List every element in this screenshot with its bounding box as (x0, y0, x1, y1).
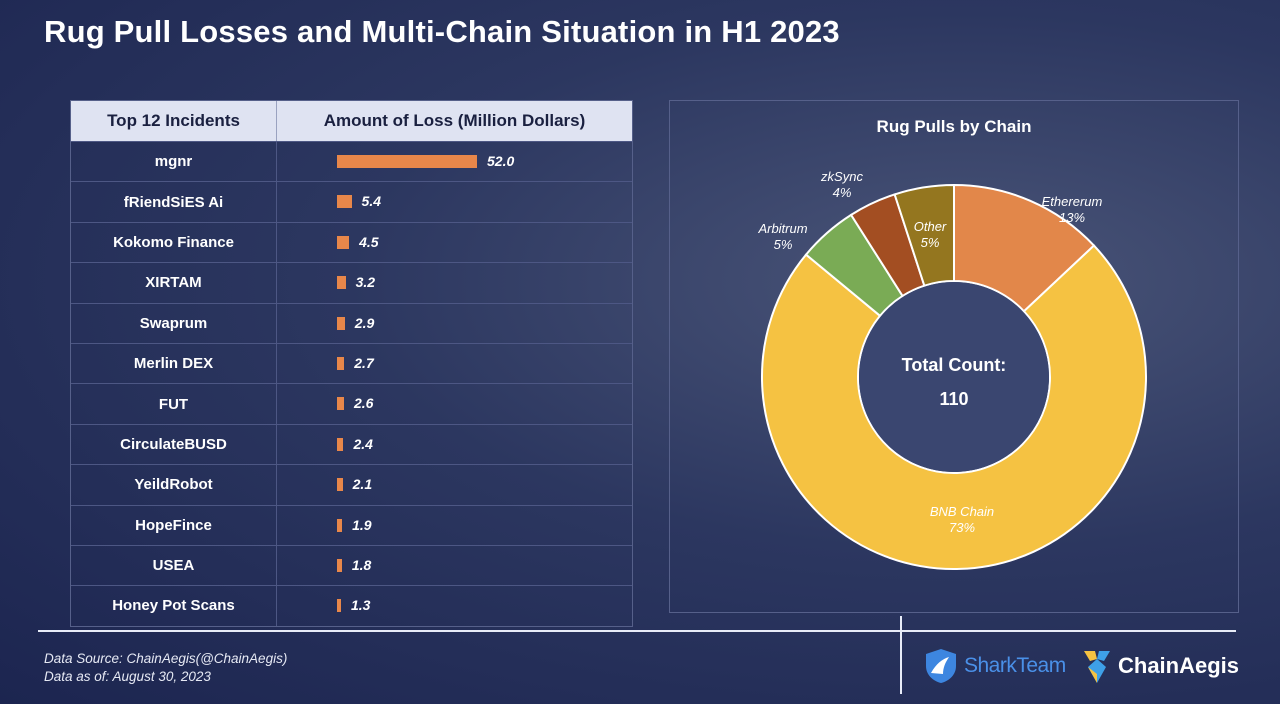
loss-cell: 2.1 (277, 465, 632, 504)
loss-cell: 52.0 (277, 142, 632, 181)
loss-cell: 3.2 (277, 263, 632, 302)
footer-vertical-divider (900, 616, 902, 694)
loss-bar (337, 356, 345, 370)
donut-slice (893, 183, 955, 287)
donut-hole (859, 282, 1049, 472)
slice-label: Arbitrum 5% (757, 221, 807, 252)
table-row: Kokomo Finance 4.5 (71, 221, 632, 263)
donut-slice (761, 244, 1147, 570)
table-row: XIRTAM 3.2 (71, 262, 632, 303)
table-row: USEA 1.8 (71, 544, 632, 586)
center-value: 110 (939, 389, 968, 409)
chainaegis-icon (1084, 651, 1110, 683)
loss-value-label: 1.3 (351, 597, 371, 614)
table-header: Top 12 Incidents Amount of Loss (Million… (71, 101, 632, 141)
incidents-table: Top 12 Incidents Amount of Loss (Million… (70, 100, 633, 627)
chainaegis-text: ChainAegis (1118, 653, 1240, 678)
incident-name: CirculateBUSD (71, 424, 277, 465)
table-row: Merlin DEX 2.7 (71, 342, 632, 384)
loss-value-label: 2.1 (352, 476, 373, 493)
table-body: mgnr 52.0 fRiendSiES Ai 5.4 Kokomo Finance 4.… (71, 141, 632, 626)
header-loss: Amount of Loss (Million Dollars) (323, 111, 586, 130)
loss-value-label: 52.0 (487, 153, 515, 169)
loss-bar (337, 478, 343, 492)
loss-cell: 2.7 (277, 344, 632, 383)
loss-value-label: 3.2 (355, 274, 376, 291)
incident-name: USEA (71, 545, 277, 586)
table-row: mgnr 52.0 (71, 141, 632, 182)
table-row: YeildRobot 2.1 (71, 464, 632, 505)
slice-label: zkSync 4% (820, 169, 863, 200)
table-row: FUT 2.6 (71, 383, 632, 424)
loss-bar (337, 276, 346, 290)
donut-panel: Rug Pulls by Chain Ethererum 13% BNB Chain… (669, 100, 1239, 613)
loss-bar (337, 437, 344, 451)
loss-value-label: 1.8 (351, 556, 372, 573)
incident-name: fRiendSiES Ai (71, 182, 277, 222)
loss-cell: 4.5 (277, 223, 632, 262)
header-incidents: Top 12 Incidents (71, 101, 277, 141)
loss-value-label: 4.5 (359, 233, 379, 250)
loss-cell: 2.4 (277, 425, 632, 464)
loss-bar (337, 397, 344, 411)
center-label: Total Count: (902, 355, 1007, 375)
loss-value-label: 2.9 (354, 314, 375, 331)
loss-cell: 2.6 (277, 384, 632, 423)
incident-name: Kokomo Finance (71, 222, 277, 263)
loss-cell: 2.9 (277, 304, 632, 343)
loss-bar (337, 316, 345, 330)
loss-cell: 5.4 (277, 182, 632, 221)
chainaegis-logo: ChainAegis (1082, 647, 1239, 685)
sharkteam-text: SharkTeam (964, 654, 1066, 677)
data-source: Data Source: ChainAegis(@ChainAegis) (44, 651, 288, 666)
donut-chart: Ethererum 13% BNB Chain 73% Arbitrum 5% zkSync… (757, 169, 1147, 570)
loss-cell: 1.3 (277, 586, 632, 625)
incident-name: FUT (71, 384, 277, 424)
data-date: Data as of: August 30, 2023 (44, 669, 211, 684)
incident-name: XIRTAM (71, 263, 277, 303)
footer-divider (38, 630, 1236, 632)
loss-bar (337, 155, 477, 168)
slice-label: Other 5% (914, 219, 947, 250)
loss-bar (337, 235, 350, 249)
page-title: Rug Pull Losses and Multi-Chain Situatio… (44, 14, 840, 49)
slice-label: Ethererum 13% (1042, 194, 1103, 225)
table-row: Swaprum 2.9 (71, 302, 632, 343)
incident-name: HopeFince (71, 505, 277, 545)
shield-icon (926, 649, 956, 683)
incident-name: YeildRobot (71, 465, 277, 505)
loss-bar (337, 599, 341, 613)
loss-value-label: 2.7 (354, 354, 374, 371)
loss-cell: 1.9 (277, 506, 632, 545)
slice-label: BNB Chain 73% (930, 504, 994, 535)
loss-cell: 1.8 (277, 546, 632, 585)
sharkteam-logo: SharkTeam (922, 647, 1066, 685)
table-row: fRiendSiES Ai 5.4 (71, 181, 632, 222)
incident-name: Honey Pot Scans (71, 586, 277, 626)
donut-title: Rug Pulls by Chain (876, 117, 1032, 136)
loss-value-label: 2.4 (353, 435, 373, 452)
incident-name: Merlin DEX (71, 343, 277, 384)
loss-bar (337, 558, 342, 572)
loss-value-label: 5.4 (361, 193, 381, 210)
table-row: CirculateBUSD 2.4 (71, 423, 632, 465)
loss-bar (337, 518, 343, 532)
loss-value-label: 1.9 (352, 516, 372, 533)
incident-name: Swaprum (71, 303, 277, 343)
loss-value-label: 2.6 (354, 395, 374, 412)
incident-name: mgnr (71, 142, 277, 182)
table-row: Honey Pot Scans 1.3 (71, 585, 632, 626)
loss-bar (337, 195, 352, 209)
table-row: HopeFince 1.9 (71, 504, 632, 545)
